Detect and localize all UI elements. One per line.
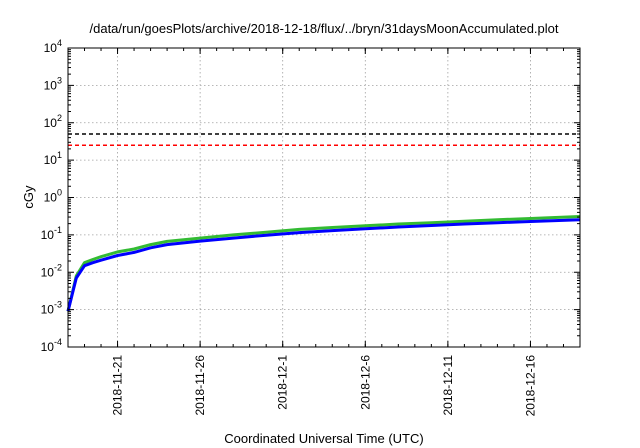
series-lines: [66, 215, 581, 312]
x-tick-labels: 2018-11-21 2018-11-26 2018-12-1 2018-12-6 20…: [111, 355, 538, 417]
y-tick-label: 104: [44, 38, 62, 55]
x-tick-label: 2018-12-16: [523, 355, 537, 417]
y-axis-label: cGy: [21, 185, 36, 209]
thresholds: [68, 133, 580, 147]
y-tick-exponent: 3: [57, 75, 62, 85]
series-line-2: [66, 218, 581, 312]
y-tick-base: 10: [41, 303, 55, 317]
x-tick-label: 2018-11-26: [193, 355, 207, 416]
y-tick-exponent: -4: [54, 337, 62, 347]
y-tick-label: 103: [44, 75, 62, 92]
y-tick-label: 10-4: [41, 337, 62, 354]
y-tick-base: 10: [41, 228, 55, 242]
y-tick-base: 10: [41, 340, 55, 354]
y-tick-exponent: 4: [57, 38, 62, 48]
axis-ticks: [67, 47, 581, 348]
y-tick-label: 101: [44, 150, 62, 167]
y-tick-exponent: 1: [57, 150, 62, 160]
y-tick-label: 10-2: [41, 262, 62, 279]
series-line-1: [66, 215, 581, 312]
y-tick-label: 102: [44, 113, 62, 130]
y-tick-base: 10: [44, 116, 58, 130]
y-tick-exponent: -1: [54, 225, 62, 235]
y-tick-exponent: 0: [57, 188, 62, 198]
x-tick-label: 2018-12-6: [358, 355, 372, 410]
y-tick-base: 10: [44, 78, 58, 92]
y-tick-label: 100: [44, 188, 62, 205]
y-tick-label: 10-1: [41, 225, 62, 242]
y-tick-base: 10: [44, 41, 58, 55]
y-tick-exponent: -2: [54, 262, 62, 272]
y-tick-exponent: 2: [57, 113, 62, 123]
grid: [68, 48, 580, 347]
x-tick-label: 2018-12-1: [276, 355, 290, 410]
y-tick-base: 10: [44, 191, 58, 205]
y-tick-base: 10: [44, 153, 58, 167]
y-tick-base: 10: [41, 265, 55, 279]
y-tick-label: 10-3: [41, 300, 62, 317]
x-tick-label: 2018-11-21: [111, 355, 125, 416]
x-axis-label: Coordinated Universal Time (UTC): [224, 431, 423, 446]
x-tick-label: 2018-12-11: [441, 355, 455, 416]
chart-title: /data/run/goesPlots/archive/2018-12-18/f…: [90, 21, 559, 36]
y-tick-exponent: -3: [54, 300, 62, 310]
